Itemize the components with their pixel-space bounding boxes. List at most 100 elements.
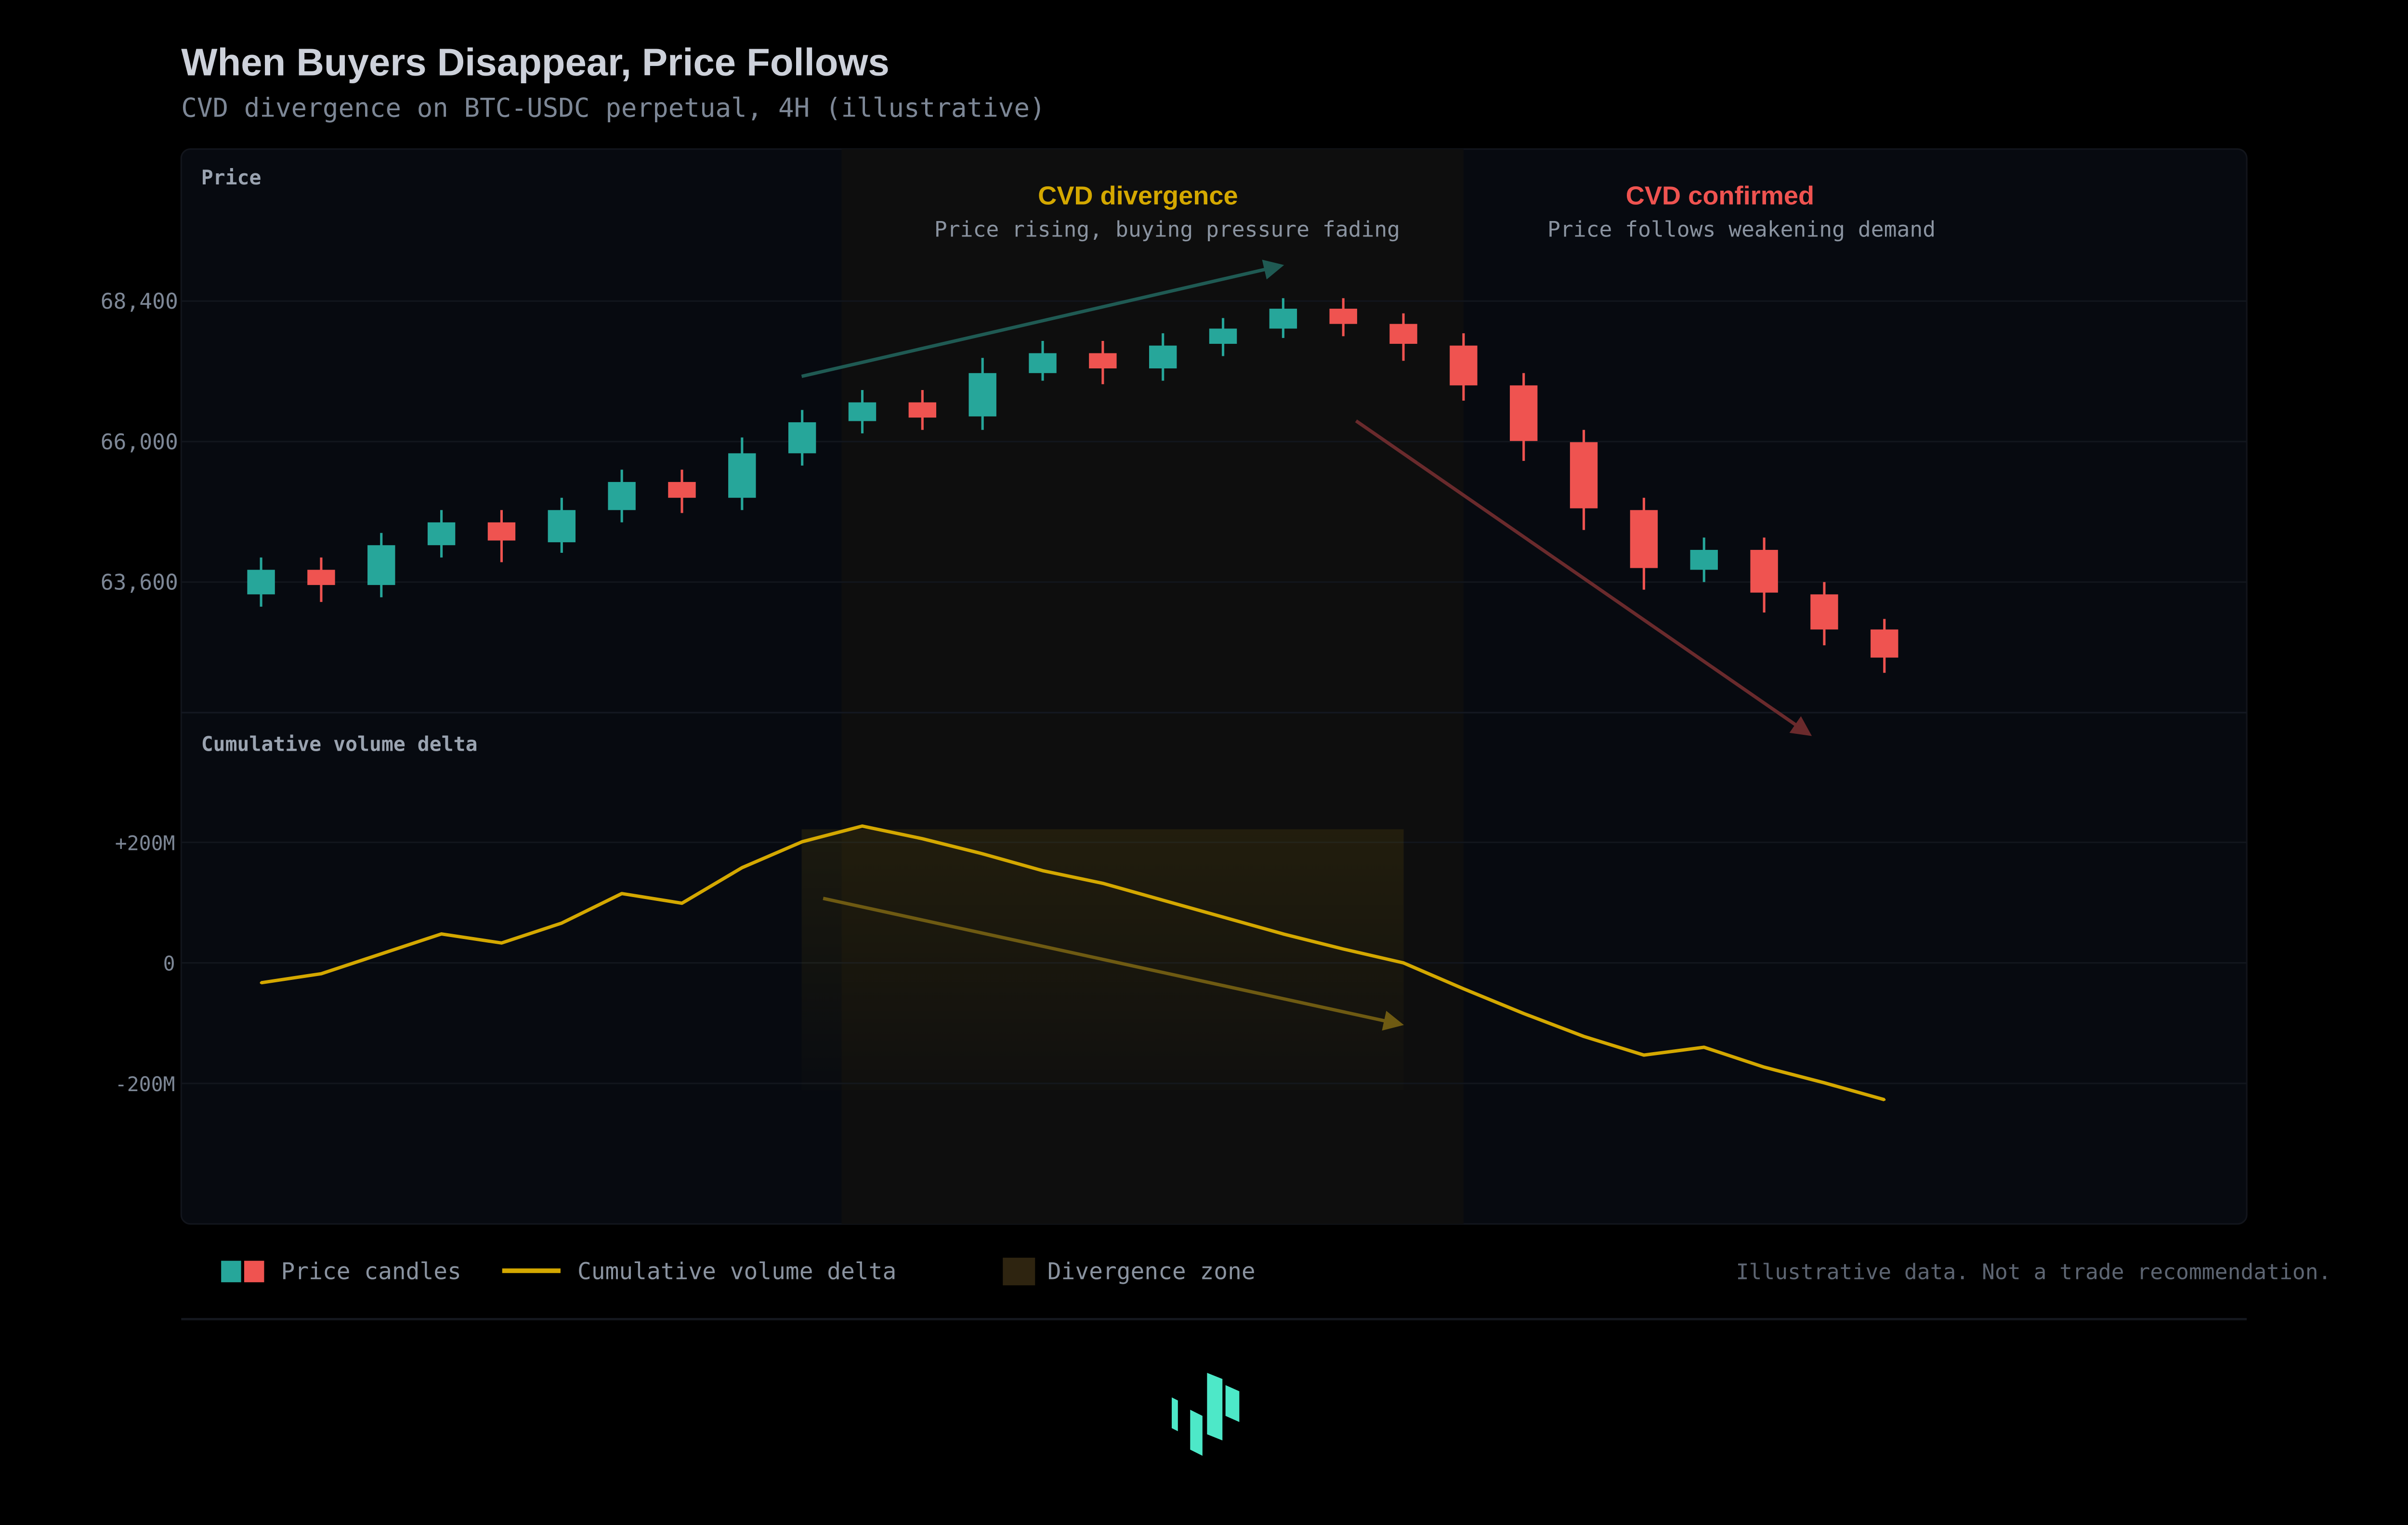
cvd-point bbox=[1702, 1046, 1705, 1049]
candle-body bbox=[668, 482, 696, 498]
cvd-point bbox=[1823, 1082, 1826, 1084]
candle-down bbox=[1871, 619, 1898, 673]
candle-up bbox=[548, 497, 576, 553]
candle-body bbox=[1450, 345, 1478, 386]
candle-body bbox=[1209, 328, 1237, 344]
candle-up bbox=[247, 557, 275, 607]
legend-zone-label: Divergence zone bbox=[1047, 1259, 1256, 1285]
cvd-point bbox=[741, 866, 744, 869]
candle-down bbox=[1570, 430, 1598, 530]
candle-up bbox=[1269, 298, 1297, 338]
cvd-pane-label: Cumulative volume delta bbox=[201, 733, 478, 756]
candle-body bbox=[427, 522, 456, 546]
candle-body bbox=[1149, 345, 1177, 369]
confirmed-annotation-subtitle: Price follows weakening demand bbox=[1547, 217, 1936, 242]
candle-body bbox=[487, 522, 516, 541]
candle-body bbox=[247, 570, 275, 595]
cvd-point bbox=[500, 941, 503, 944]
price-rising-arrow bbox=[801, 260, 1284, 378]
cvd-point bbox=[1041, 869, 1044, 872]
candle-body bbox=[608, 482, 636, 510]
cvd-point bbox=[921, 837, 924, 840]
cvd-tick-label: -200M bbox=[115, 1073, 175, 1096]
page-title: When Buyers Disappear, Price Follows bbox=[181, 41, 890, 84]
candle-up bbox=[848, 390, 877, 434]
candle-up bbox=[608, 469, 636, 522]
price-pane-label: Price bbox=[201, 166, 262, 189]
candle-down bbox=[1450, 333, 1478, 401]
candle-body bbox=[367, 545, 395, 585]
cvd-point bbox=[380, 952, 383, 955]
cvd-point bbox=[1162, 899, 1165, 902]
candle-down bbox=[487, 510, 516, 562]
brand-logo-icon bbox=[1172, 1373, 1240, 1456]
candle-down bbox=[1389, 313, 1417, 361]
cvd-point bbox=[1763, 1066, 1766, 1069]
legend-candles-label: Price candles bbox=[281, 1259, 461, 1285]
candle-body bbox=[728, 453, 756, 498]
divergence-annotation-subtitle: Price rising, buying pressure fading bbox=[934, 217, 1400, 242]
legend-swatch-down bbox=[244, 1261, 264, 1282]
cvd-point bbox=[981, 852, 984, 855]
candle-body bbox=[1269, 309, 1297, 329]
candle-down bbox=[668, 469, 696, 513]
legend: Price candles Cumulative volume delta Di… bbox=[221, 1257, 2331, 1286]
candle-down bbox=[1329, 298, 1357, 337]
candle-body bbox=[1570, 442, 1598, 508]
candle-body bbox=[908, 402, 937, 418]
page-subtitle: CVD divergence on BTC-USDC perpetual, 4H… bbox=[181, 93, 1045, 123]
candle-body bbox=[1690, 549, 1718, 570]
confirmed-annotation-title: CVD confirmed bbox=[1626, 181, 1814, 210]
candle-body bbox=[1750, 549, 1778, 593]
cvd-point bbox=[1642, 1054, 1645, 1056]
divergence-annotation-title: CVD divergence bbox=[1038, 181, 1238, 210]
cvd-point bbox=[620, 892, 623, 895]
cvd-point bbox=[801, 840, 804, 843]
cvd-point bbox=[1883, 1098, 1886, 1101]
candle-down bbox=[1810, 582, 1838, 646]
candle-body bbox=[1389, 324, 1417, 344]
cvd-point bbox=[320, 972, 323, 975]
candle-down bbox=[1630, 497, 1658, 590]
candle-body bbox=[1630, 510, 1658, 568]
cvd-line bbox=[261, 824, 1885, 1102]
cvd-point bbox=[260, 981, 262, 984]
candle-body bbox=[1029, 353, 1057, 373]
cvd-point bbox=[1221, 915, 1225, 919]
disclaimer: Illustrative data. Not a trade recommend… bbox=[1736, 1260, 2331, 1285]
price-tick-label: 66,000 bbox=[101, 430, 178, 455]
cvd-point bbox=[1402, 962, 1405, 965]
candle-up bbox=[1690, 537, 1718, 582]
cvd-point bbox=[1583, 1035, 1585, 1038]
candle-down bbox=[908, 390, 937, 430]
candle-up bbox=[728, 437, 756, 510]
candle-body bbox=[1810, 594, 1838, 630]
legend-cvd-swatch bbox=[502, 1268, 561, 1273]
price-tick-label: 68,400 bbox=[101, 289, 178, 314]
legend-cvd-label: Cumulative volume delta bbox=[577, 1259, 896, 1285]
candle-up bbox=[788, 410, 816, 466]
candle-body bbox=[968, 373, 996, 417]
cvd-point bbox=[560, 922, 563, 925]
cvd-point bbox=[440, 933, 443, 936]
cvd-tick-label: +200M bbox=[115, 832, 175, 855]
legend-zone-swatch bbox=[1003, 1257, 1035, 1286]
candle-down bbox=[1750, 537, 1778, 613]
price-falling-arrow bbox=[1355, 419, 1812, 736]
candle-body bbox=[788, 422, 816, 454]
candle-body bbox=[1329, 309, 1357, 324]
cvd-falling-arrow bbox=[823, 897, 1404, 1031]
candle-up bbox=[367, 533, 395, 598]
cvd-point bbox=[1282, 933, 1284, 936]
candle-body bbox=[848, 402, 877, 421]
legend-swatch-up bbox=[221, 1261, 241, 1282]
candle-body bbox=[307, 570, 335, 585]
cvd-tick-label: 0 bbox=[163, 952, 175, 976]
candle-body bbox=[548, 510, 576, 543]
cvd-point bbox=[681, 902, 683, 905]
candle-down bbox=[1089, 340, 1117, 384]
candle-up bbox=[1149, 333, 1177, 381]
cvd-point bbox=[1101, 882, 1104, 885]
cvd-point bbox=[1462, 987, 1465, 991]
